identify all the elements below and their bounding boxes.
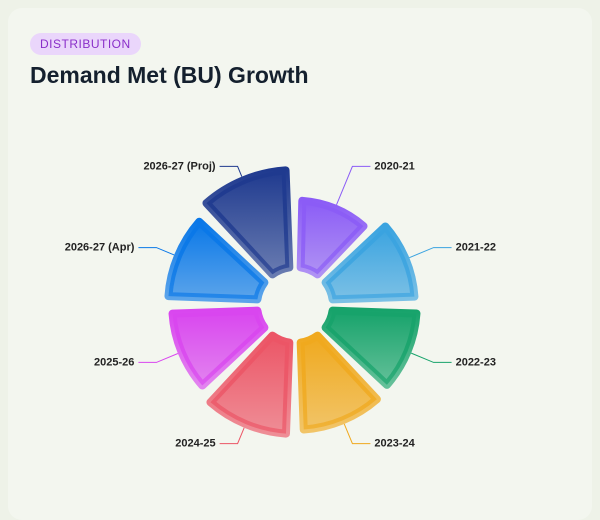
chart-title: Demand Met (BU) Growth <box>30 62 309 88</box>
segment-label: 2021-22 <box>456 242 496 254</box>
rose-segment <box>321 222 419 304</box>
badge: DISTRIBUTION <box>30 33 141 55</box>
segment-label: 2025-26 <box>94 356 134 368</box>
segment-label: 2022-23 <box>456 356 496 368</box>
segment-label: 2024-25 <box>175 437 215 449</box>
leader-line <box>219 427 245 445</box>
segment-label: 2026-27 (Apr) <box>65 242 135 254</box>
rose-segment <box>202 166 294 279</box>
segment-label: 2026-27 (Proj) <box>143 160 215 172</box>
rose-segment <box>321 306 421 389</box>
leader-line <box>343 423 371 445</box>
leader-line <box>409 247 452 259</box>
leader-line <box>410 352 452 363</box>
leader-line <box>138 247 175 256</box>
rose-segment <box>168 306 269 390</box>
leader-line <box>219 165 243 177</box>
segment-label: 2023-24 <box>374 437 415 449</box>
rose-segment <box>296 196 368 279</box>
leader-line <box>138 353 179 363</box>
rose-segment <box>296 331 381 434</box>
leader-line <box>336 165 371 206</box>
segment-label: 2020-21 <box>374 160 414 172</box>
rose-segment <box>206 331 294 438</box>
rose-segment <box>164 217 269 304</box>
